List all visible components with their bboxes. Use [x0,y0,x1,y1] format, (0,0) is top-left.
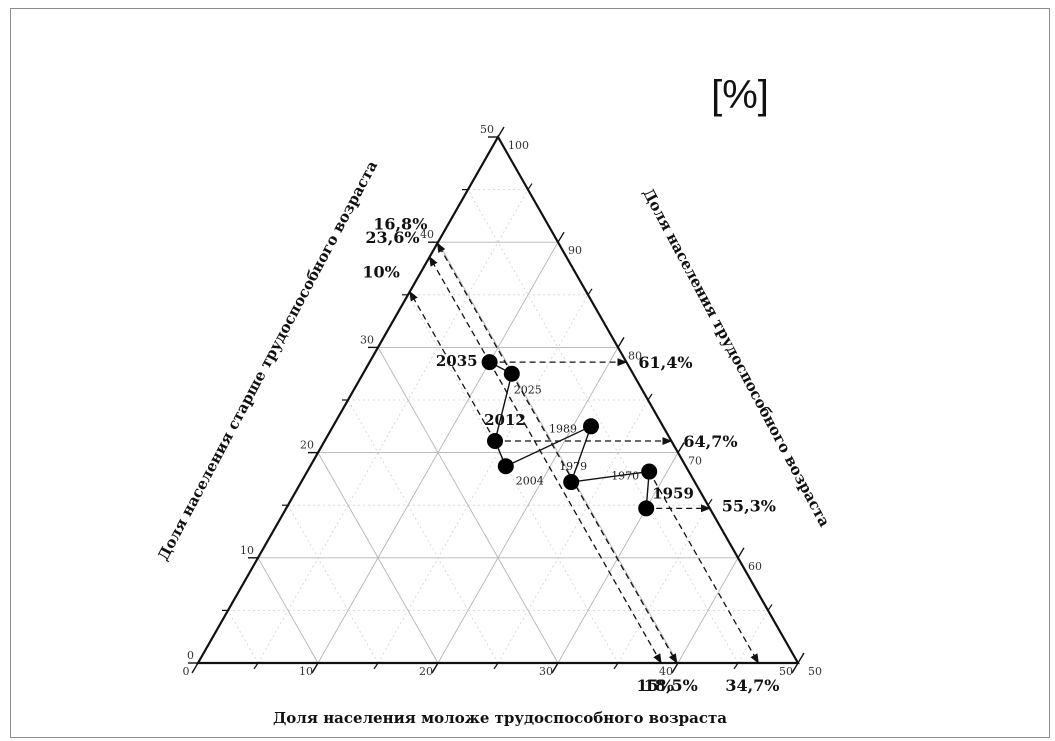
right-minor-tick-15 [707,498,713,506]
guide-line-7 [436,242,513,375]
right-minor-tick-45 [527,183,533,190]
bottom-tick-40 [671,662,679,674]
right-tick-label-30: 80 [628,349,642,362]
left-tick-label-40: 40 [420,228,434,241]
grid-line-working-35 [287,505,379,664]
left-tick-label-10: 10 [240,544,254,557]
bottom-minor-tick-5 [253,662,259,670]
bottom-tick-50 [791,662,799,674]
point-label-1979: 1979 [559,460,587,473]
bottom-tick-10 [311,662,319,674]
point-1979 [563,474,580,491]
guide-label-4: 18,5% [644,676,698,695]
left-tick-label-0: 0 [187,649,194,662]
guide-label-0: 64,7% [683,432,737,451]
guide-line-5 [489,361,662,664]
left-tick-label-30: 30 [360,333,374,346]
guide-label-8: 23,6% [365,228,419,247]
point-label-2012: 2012 [484,411,526,429]
bottom-tick-label-50: 50 [779,665,793,678]
axis-ticks: 0 0 50 10 10 60 20 20 70 30 30 80 40 40 90 50 50 100 [183,123,823,678]
guide-label-5: 15% [636,676,673,695]
right-tick-30 [617,337,625,348]
bottom-minor-tick-35 [613,662,619,670]
point-2035 [481,354,498,371]
right-tick-label-50: 100 [508,139,529,152]
right-tick-label-40: 90 [568,244,582,257]
bottom-tick-label-40: 40 [659,665,673,678]
grid-line-young-25 [497,399,649,664]
grid-line-working-15 [407,294,619,664]
grid-lines [227,189,769,664]
grid-line-working-45 [227,610,259,664]
chart-labels: 64,7% 61,4% 55,3% 34,7% 18,5%15% 10% 16,8%23,6… [362,214,779,695]
grid-line-young-40 [677,557,739,664]
grid-line-young-15 [377,294,589,664]
bottom-tick-label-20: 20 [419,665,433,678]
right-tick-10 [737,547,745,559]
right-tick-40 [557,231,565,243]
grid-line-working-30 [317,452,439,664]
guide-label-7: 16,8% [373,214,427,233]
right-tick-label-0: 50 [808,665,822,678]
left-tick-label-50: 50 [480,123,494,136]
grid-line-working-5 [467,189,739,664]
right-tick-20 [677,442,685,453]
point-1989 [583,418,599,435]
guide-line-8 [429,256,491,363]
point-label-2004: 2004 [516,474,544,487]
bottom-minor-tick-45 [733,662,739,670]
guide-arrows [409,242,759,664]
guide-line-6 [409,290,496,442]
bottom-minor-tick-25 [493,662,499,670]
bottom-axis-title: Доля населения моложе трудоспособного во… [273,709,727,727]
guide-label-3: 34,7% [725,676,779,695]
grid-line-young-5 [257,189,529,664]
point-label-2035: 2035 [436,352,478,370]
grid-line-young-30 [557,452,679,664]
unit-label: [%] [711,73,769,117]
guide-label-1: 61,4% [638,353,692,372]
point-label-2025: 2025 [514,384,542,397]
bottom-tick-0 [191,662,199,674]
left-tick-label-20: 20 [300,439,314,452]
grid-line-working-25 [347,399,499,664]
right-tick-label-20: 70 [688,455,702,468]
chart-frame [10,8,1050,738]
point-2012 [487,433,503,450]
point-2004 [497,458,514,475]
guide-label-2: 55,3% [722,496,776,515]
left-axis-title: Доля населения старше трудоспособного во… [154,157,381,563]
right-minor-tick-35 [587,288,593,296]
bottom-tick-30 [551,662,559,674]
bottom-minor-tick-15 [373,662,379,670]
bottom-tick-label-0: 0 [183,665,190,678]
bottom-tick-label-10: 10 [299,665,313,678]
bottom-tick-label-30: 30 [539,665,553,678]
point-label-1989: 1989 [549,422,577,435]
right-minor-tick-25 [647,393,653,401]
trajectory-line [489,361,650,509]
grid-line-young-35 [617,505,709,664]
right-minor-tick-5 [767,604,773,611]
grid-line-working-40 [257,557,319,664]
bottom-tick-20 [431,662,439,674]
grid-line-young-45 [737,610,769,664]
guide-label-6: 10% [362,263,399,282]
right-tick-label-10: 60 [748,560,762,573]
point-label-1970: 1970 [611,470,639,483]
right-tick-50 [497,126,505,138]
point-label-1959: 1959 [652,484,694,502]
guide-line-4 [511,373,678,664]
point-1970 [641,463,658,480]
right-tick-0 [797,652,805,664]
guide-line-3 [648,471,759,664]
point-1959 [638,500,655,517]
point-2025 [503,365,520,382]
trajectory [481,354,658,517]
